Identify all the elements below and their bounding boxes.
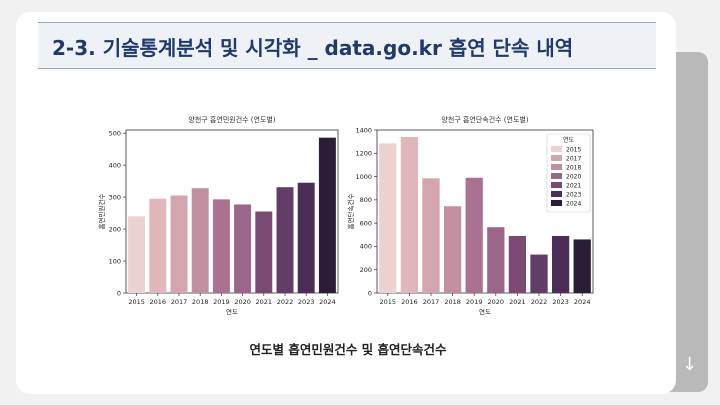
bar-2015 [379,143,397,293]
enforcement-bar-chart: 양천구 흡연단속건수 (연도별) 2015 2016 2017 2018 2019 2020… [346,115,594,316]
legend-label: 2020 [566,174,581,181]
x-tick-label: 2024 [574,298,591,306]
plot-frame [125,129,339,294]
legend-swatch-2021 [551,182,562,188]
legend-swatch-2015 [551,146,562,152]
chart-caption: 연도별 흡연민원건수 및 흡연단속건수 [249,342,447,357]
y-tick-label: 0 [368,289,372,297]
bar-2017 [422,178,440,293]
bar-2024 [573,239,591,293]
y-axis-label: 흡연민원건수 [97,194,106,230]
y-tick-label: 400 [109,161,121,169]
bar-2021 [255,211,273,293]
y-tick-label: 400 [360,243,372,251]
y-tick-label: 1000 [355,173,372,181]
x-tick-label: 2016 [401,298,418,306]
legend-label: 2021 [566,183,581,190]
title-bar: 2-3. 기술통계분석 및 시각화 _ data.go.kr 흡연 단속 내역 [38,22,656,69]
x-tick-label: 2020 [488,298,505,306]
slide-title: 2-3. 기술통계분석 및 시각화 _ data.go.kr 흡연 단속 내역 [52,36,574,60]
bar-2021 [508,235,527,293]
x-axis-label: 연도 [226,308,238,316]
bar-2022 [276,187,294,293]
x-tick-label: 2022 [531,298,548,306]
bar-2023 [297,182,315,293]
y-tick-label: 800 [360,196,372,204]
bar-2020 [487,227,505,293]
x-tick-label: 2017 [171,298,188,306]
bar-2023 [551,235,570,293]
legend-label: 2015 [566,147,581,154]
bar-2019 [212,199,230,293]
x-tick-label: 2018 [192,298,209,306]
legend-label: 2023 [566,192,581,199]
y-tick-label: 200 [360,266,372,274]
bar-2018 [443,206,462,293]
y-tick-label: 200 [109,225,121,233]
y-tick-label: 500 [109,129,121,137]
bar-2016 [400,136,419,293]
bar-2016 [149,198,167,293]
y-axis-label: 흡연단속건수 [346,194,355,230]
y-tick-label: 1200 [355,150,372,158]
x-tick-label: 2016 [150,298,167,306]
plot-frame [376,129,594,294]
x-tick-label: 2021 [256,298,273,306]
x-tick-label: 2020 [234,298,251,306]
x-tick-label: 2023 [298,298,315,306]
bar-2017 [170,195,188,293]
chart-title: 양천구 흡연민원건수 (연도별) [188,115,275,124]
y-tick-label: 300 [109,193,121,201]
legend-swatch-2020 [551,173,562,179]
bar-2022 [530,254,548,293]
legend-swatch-2023 [551,191,562,197]
x-tick-label: 2023 [552,298,569,306]
legend-swatch-2024 [551,200,562,206]
bar-2019 [465,177,483,293]
x-tick-label: 2019 [466,298,483,306]
chart-title: 양천구 흡연단속건수 (연도별) [441,115,528,124]
complaints-bar-chart: 양천구 흡연민원건수 (연도별) 2015 2016 2017 2018 2019 2020… [97,115,339,316]
x-axis-label: 연도 [479,308,491,316]
bar-2020 [234,204,252,293]
down-arrow-icon[interactable]: ↓ [682,354,698,375]
x-tick-label: 2015 [380,298,397,306]
legend-swatch-2017 [551,155,562,161]
y-tick-label: 100 [109,257,121,265]
legend-title: 연도 [563,136,575,144]
x-tick-label: 2019 [213,298,230,306]
x-tick-label: 2022 [277,298,294,306]
legend-label: 2017 [566,156,581,163]
y-tick-label: 0 [117,289,121,297]
legend-label: 2018 [566,165,581,172]
y-tick-label: 1400 [355,126,372,134]
bar-2024 [318,137,336,293]
bar-2018 [191,188,209,293]
bar-2015 [128,216,146,293]
y-tick-label: 600 [360,219,372,227]
x-tick-label: 2018 [444,298,461,306]
x-tick-label: 2024 [319,298,336,306]
x-tick-label: 2021 [509,298,526,306]
legend-swatch-2018 [551,164,562,170]
x-tick-label: 2017 [423,298,440,306]
legend-label: 2024 [566,201,581,208]
x-tick-label: 2015 [128,298,145,306]
